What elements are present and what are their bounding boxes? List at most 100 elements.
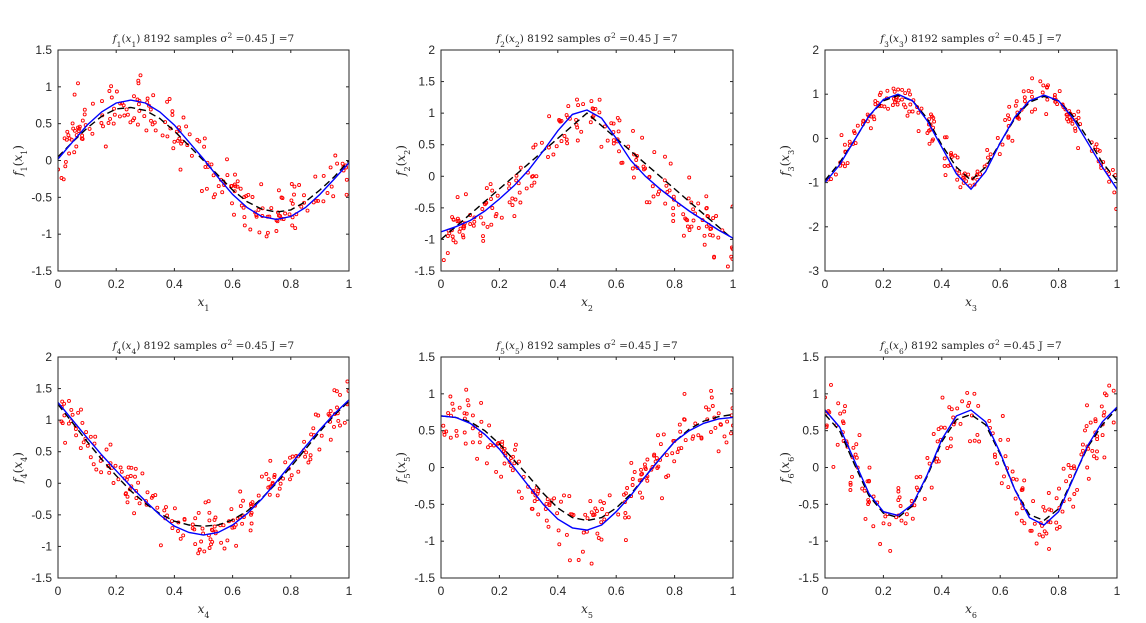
sample-point [658, 442, 663, 447]
sample-point [1054, 496, 1059, 501]
x-tick-label: 1 [1114, 584, 1121, 598]
sample-point [468, 222, 473, 226]
sample-point [713, 425, 718, 430]
sample-point [1043, 508, 1047, 513]
sample-point [328, 437, 333, 442]
y-tick-label: -1.5 [414, 264, 435, 278]
sample-point [477, 440, 482, 445]
sample-point [82, 112, 87, 117]
sample-point [724, 440, 729, 445]
sample-point [1057, 89, 1062, 94]
sample-point [241, 498, 245, 503]
x-tick-label: 0 [438, 277, 445, 291]
sample-point [885, 88, 890, 93]
sample-point [955, 155, 960, 160]
sample-point [914, 475, 919, 480]
sample-point [1080, 442, 1085, 447]
sample-point [242, 215, 247, 220]
sample-point [256, 493, 261, 498]
x-tick-label: 0.8 [1050, 277, 1067, 291]
sample-point [623, 491, 628, 496]
subplot-2: 0 0.2 0.4 0.6 0.8 1 -1.5 -1 -0.5 0 0.5 1 1.5 2 f2(x2) … [394, 31, 737, 313]
sample-point [232, 182, 237, 187]
y-axis-label: f3(x3) [778, 145, 796, 177]
sample-point [155, 505, 160, 510]
sample-point [494, 212, 499, 216]
x-tick-label: 1 [1114, 277, 1121, 291]
y-tick-label: 1.5 [35, 43, 52, 57]
sample-point [464, 411, 469, 416]
sample-point [1019, 107, 1024, 112]
x-tick-label: 0.6 [992, 277, 1009, 291]
sample-point [479, 419, 484, 424]
x-tick-label: 0.8 [282, 277, 299, 291]
sample-point [268, 458, 273, 463]
sample-point [529, 183, 534, 188]
x-tick-label: 0.4 [549, 277, 566, 291]
sample-point [338, 392, 342, 397]
sample-point [682, 391, 687, 396]
sample-point [609, 121, 614, 126]
sample-point [887, 522, 892, 527]
sample-point [66, 421, 71, 426]
sample-point [517, 459, 521, 464]
sample-point [209, 527, 214, 532]
sample-point [532, 499, 537, 504]
sample-point [171, 146, 176, 151]
sample-point [1064, 112, 1069, 117]
y-tick-label: 0 [45, 476, 52, 490]
sample-point [936, 459, 941, 464]
sample-point [1028, 528, 1033, 533]
sample-point [1084, 424, 1089, 429]
sample-point [1055, 102, 1060, 107]
sample-point [513, 442, 518, 447]
sample-point [176, 529, 180, 533]
sample-point [881, 521, 886, 526]
sample-point [682, 417, 687, 422]
sample-point [277, 486, 282, 491]
sample-point [152, 120, 157, 125]
sample-point [931, 432, 936, 436]
sample-point [197, 547, 202, 552]
sample-point [988, 152, 993, 157]
chart-title: f2(x2) 8192 samples σ2 =0.45 J =7 [495, 31, 677, 49]
sample-point [74, 144, 79, 149]
sample-point [555, 511, 560, 516]
sample-point [257, 230, 262, 235]
sample-point [242, 223, 247, 228]
sample-point [187, 132, 192, 137]
sample-point [1029, 528, 1034, 533]
y-tick-label: 2 [812, 43, 819, 57]
x-tick-label: 1 [730, 584, 737, 598]
sample-point [562, 134, 567, 138]
sample-point [1037, 532, 1042, 537]
sample-point [722, 434, 727, 439]
sample-point [238, 504, 243, 509]
sample-point [196, 551, 201, 556]
sample-point [899, 518, 904, 523]
sample-point [575, 97, 579, 102]
sample-point [1022, 478, 1027, 483]
sample-point [125, 474, 130, 479]
x-tick-label: 0.2 [875, 277, 892, 291]
samples [441, 387, 733, 566]
sample-point [289, 198, 294, 203]
x-tick-label: 0.4 [933, 584, 950, 598]
sample-point [1006, 485, 1011, 490]
sample-point [249, 521, 254, 526]
sample-point [177, 136, 182, 141]
sample-point [685, 224, 690, 229]
sample-point [851, 445, 856, 450]
sample-point [279, 195, 284, 200]
sample-point [1046, 491, 1051, 495]
sample-point [611, 141, 616, 146]
sample-point [81, 440, 86, 445]
sample-point [852, 131, 857, 135]
sample-point [935, 439, 940, 444]
sample-point [167, 97, 172, 101]
y-tick-label: -1.5 [31, 264, 52, 278]
sample-point [162, 508, 167, 513]
sample-point [112, 106, 116, 111]
sample-point [80, 133, 85, 138]
sample-point [212, 524, 217, 529]
